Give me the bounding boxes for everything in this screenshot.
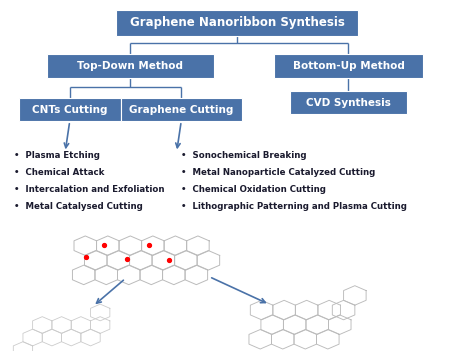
Text: Graphene Nanoribbon Synthesis: Graphene Nanoribbon Synthesis [129, 16, 345, 29]
Text: •  Plasma Etching: • Plasma Etching [14, 152, 100, 160]
FancyBboxPatch shape [291, 91, 407, 114]
FancyBboxPatch shape [46, 54, 214, 78]
Text: •  Chemical Oxidation Cutting: • Chemical Oxidation Cutting [181, 185, 326, 194]
Text: •  Intercalation and Exfoliation: • Intercalation and Exfoliation [14, 185, 164, 194]
FancyBboxPatch shape [116, 10, 358, 36]
Text: Top-Down Method: Top-Down Method [77, 61, 183, 71]
Text: •  Metal Catalysed Cutting: • Metal Catalysed Cutting [14, 202, 143, 211]
Text: CVD Synthesis: CVD Synthesis [306, 98, 391, 108]
Text: •  Sonochemical Breaking: • Sonochemical Breaking [181, 152, 307, 160]
FancyBboxPatch shape [121, 98, 242, 121]
Text: •  Chemical Attack: • Chemical Attack [14, 168, 105, 177]
Text: CNTs Cutting: CNTs Cutting [32, 105, 108, 115]
FancyBboxPatch shape [18, 98, 121, 121]
FancyBboxPatch shape [274, 54, 423, 78]
Text: •  Lithographic Patterning and Plasma Cutting: • Lithographic Patterning and Plasma Cut… [181, 202, 407, 211]
Text: Bottom-Up Method: Bottom-Up Method [292, 61, 404, 71]
Text: Graphene Cutting: Graphene Cutting [129, 105, 234, 115]
Text: •  Metal Nanoparticle Catalyzed Cutting: • Metal Nanoparticle Catalyzed Cutting [181, 168, 375, 177]
